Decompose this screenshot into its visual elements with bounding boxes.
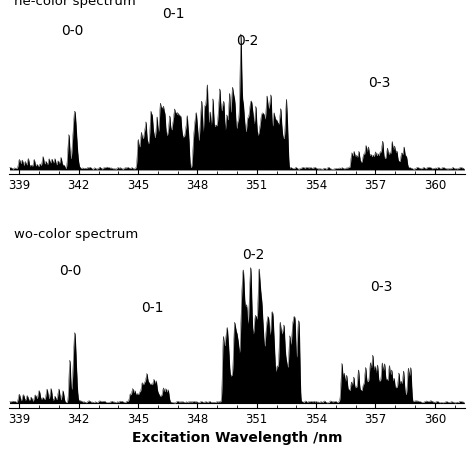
Text: 0-2: 0-2: [242, 248, 264, 263]
Text: 0-0: 0-0: [60, 264, 82, 278]
X-axis label: Excitation Wavelength /nm: Excitation Wavelength /nm: [132, 431, 342, 445]
Text: 0-1: 0-1: [163, 7, 185, 21]
Text: ne-color spectrum: ne-color spectrum: [14, 0, 136, 8]
Text: 0-3: 0-3: [368, 76, 391, 90]
Text: 0-0: 0-0: [62, 24, 84, 38]
Text: 0-3: 0-3: [370, 281, 392, 294]
Text: 0-1: 0-1: [141, 301, 163, 315]
Text: 0-2: 0-2: [236, 34, 258, 48]
Text: wo-color spectrum: wo-color spectrum: [14, 228, 138, 241]
